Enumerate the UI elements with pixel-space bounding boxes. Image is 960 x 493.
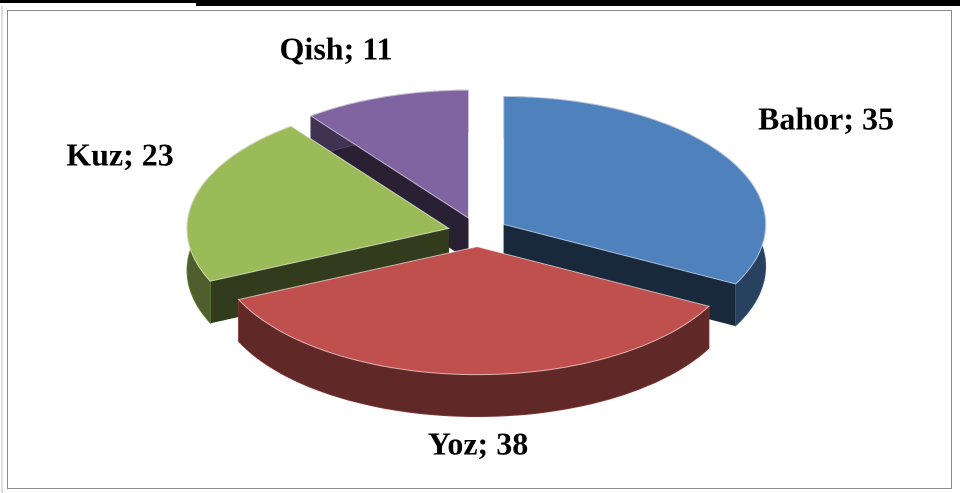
slice-top	[503, 95, 767, 285]
data-label: Yoz; 38	[428, 425, 528, 461]
slice-top	[186, 125, 451, 282]
top-bar-left	[0, 0, 196, 3]
data-label: Qish; 11	[280, 30, 393, 66]
slice-top	[237, 246, 711, 376]
pie	[186, 89, 767, 418]
pie-slice	[237, 246, 711, 418]
pie-slice	[503, 95, 767, 327]
data-label: Kuz; 23	[66, 136, 174, 172]
slice-top	[309, 89, 469, 220]
chart-border	[7, 10, 952, 489]
top-bar	[196, 0, 960, 6]
data-label: Bahor; 35	[758, 100, 894, 136]
